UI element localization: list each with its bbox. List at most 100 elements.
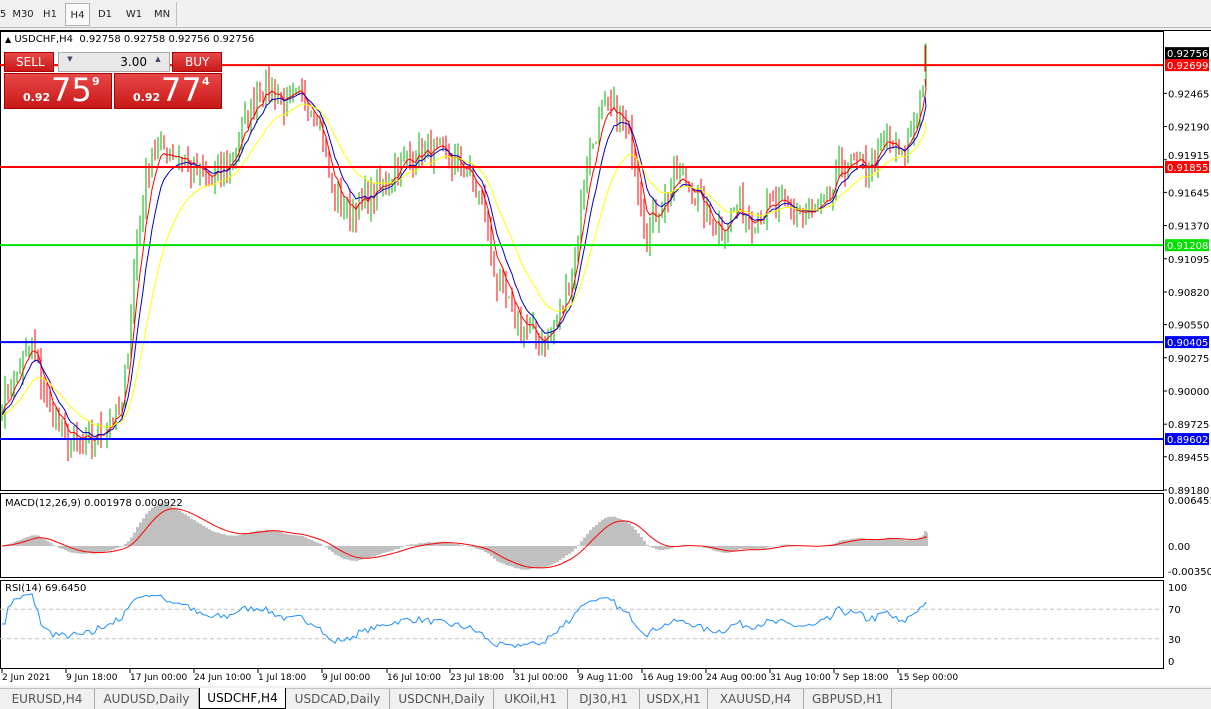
timeframe-h1[interactable]: H1	[38, 3, 62, 26]
timeframe-mn[interactable]: MN	[149, 3, 175, 26]
timeframe-h4[interactable]: H4	[65, 3, 90, 26]
macd-bar	[349, 546, 352, 561]
chart-tab[interactable]: XAUUSD,H4	[708, 689, 804, 709]
timeframe-toolbar: 5 M30 H1 H4 D1 W1 MN	[0, 0, 1211, 28]
macd-bar	[406, 545, 409, 546]
macd-bar	[574, 546, 577, 548]
macd-bar	[892, 538, 895, 546]
timeframe-m30[interactable]: M30	[10, 3, 36, 26]
macd-bar	[85, 546, 88, 554]
timeframe-w1[interactable]: W1	[121, 3, 147, 26]
one-click-trading-panel: SELL ▼ 3.00 ▲ BUY 0.92 75 9 0.92 77 4	[4, 52, 224, 109]
macd-bar	[634, 530, 637, 546]
macd-bar	[181, 513, 184, 546]
macd-bar	[364, 546, 367, 558]
macd-bar	[352, 546, 355, 561]
macd-bar	[196, 522, 199, 546]
macd-bar	[52, 545, 55, 546]
macd-bar	[223, 534, 226, 546]
chart-canvas[interactable]: 0.924650.921900.919150.916450.913700.910…	[0, 31, 1211, 687]
buy-button[interactable]: BUY	[172, 52, 222, 72]
chart-tab[interactable]: USDCAD,Daily	[286, 689, 390, 709]
macd-bar	[415, 544, 418, 546]
time-tick-label: 31 Jul 00:00	[514, 673, 568, 683]
macd-bar	[148, 511, 151, 546]
macd-bar	[766, 546, 769, 548]
price-tick-label: 0.90550	[1168, 321, 1209, 332]
rsi-label: RSI(14) 69.6450	[5, 583, 86, 594]
rsi-pane-frame	[1, 581, 1164, 669]
chart-tab[interactable]: USDCNH,Daily	[390, 689, 494, 709]
macd-bar	[211, 531, 214, 546]
chart-tab[interactable]: USDCHF,H4	[199, 688, 286, 709]
chart-tab[interactable]: GBPUSD,H1	[804, 689, 892, 709]
macd-bar	[157, 504, 160, 546]
macd-bar	[127, 541, 130, 546]
macd-bar	[238, 535, 241, 546]
macd-bar	[160, 503, 163, 546]
time-tick-label: 9 Jul 00:00	[322, 673, 371, 683]
macd-bar	[70, 546, 73, 553]
macd-bar	[379, 546, 382, 554]
time-tick-label: 9 Aug 11:00	[578, 673, 633, 683]
macd-bar	[307, 539, 310, 546]
macd-bar	[361, 546, 364, 559]
buy-price[interactable]: 0.92 77 4	[114, 73, 222, 109]
macd-bar	[514, 546, 517, 568]
macd-bar	[169, 506, 172, 546]
macd-bar	[316, 542, 319, 545]
chart-tab[interactable]: UKOil,H1	[494, 689, 568, 709]
macd-bar	[571, 546, 574, 552]
timeframe-m15[interactable]: 5	[0, 3, 10, 26]
macd-bar	[499, 546, 502, 563]
macd-bar	[451, 544, 454, 546]
buy-price-pips: 77	[161, 71, 202, 109]
rsi-tick-label: 70	[1168, 605, 1181, 616]
chart-tab[interactable]: USDX,H1	[640, 689, 708, 709]
macd-bar	[256, 531, 259, 546]
macd-bar	[502, 546, 505, 564]
symbol-label: USDCHF,H4	[14, 34, 73, 45]
lot-size-input[interactable]: 3.00	[120, 55, 147, 69]
macd-bar	[529, 546, 532, 569]
chart-tab[interactable]: EURUSD,H4	[0, 689, 95, 709]
increase-lot-icon[interactable]: ▲	[150, 55, 166, 69]
lot-size-stepper[interactable]: ▼ 3.00 ▲	[58, 52, 170, 72]
price-tick-label: 0.90275	[1168, 354, 1209, 365]
macd-bar	[745, 546, 748, 549]
macd-bar	[562, 546, 565, 558]
macd-bar	[220, 534, 223, 546]
macd-bar	[121, 546, 124, 547]
macd-bar	[508, 546, 511, 566]
macd-bar	[37, 536, 40, 546]
macd-bar	[112, 546, 115, 550]
macd-tick-label: 0.006451	[1168, 496, 1211, 507]
macd-bar	[247, 533, 250, 546]
macd-bar	[736, 546, 739, 550]
price-tick-label: 0.91645	[1168, 188, 1209, 199]
sell-price[interactable]: 0.92 75 9	[4, 73, 112, 109]
collapse-arrow-icon[interactable]: ▲	[5, 35, 11, 44]
sell-button[interactable]: SELL	[4, 52, 54, 72]
decrease-lot-icon[interactable]: ▼	[62, 55, 78, 69]
sell-price-prefix: 0.92	[23, 91, 50, 104]
price-tick-label: 0.92465	[1168, 89, 1209, 100]
macd-bar	[781, 545, 784, 546]
macd-bar	[259, 531, 262, 546]
timeframe-d1[interactable]: D1	[93, 3, 117, 26]
macd-bar	[394, 546, 397, 549]
chart-tab[interactable]: AUDUSD,Daily	[95, 689, 199, 709]
macd-bar	[538, 546, 541, 568]
macd-bar	[244, 533, 247, 546]
macd-bar	[367, 546, 370, 558]
chart-tab[interactable]: DJ30,H1	[568, 689, 640, 709]
macd-bar	[868, 540, 871, 546]
macd-bar	[283, 534, 286, 546]
macd-bar	[517, 546, 520, 569]
macd-bar	[265, 530, 268, 546]
macd-histogram	[4, 503, 928, 569]
level-price-label: 0.89602	[1167, 435, 1208, 446]
macd-bar	[115, 546, 118, 548]
macd-bar	[400, 546, 403, 547]
